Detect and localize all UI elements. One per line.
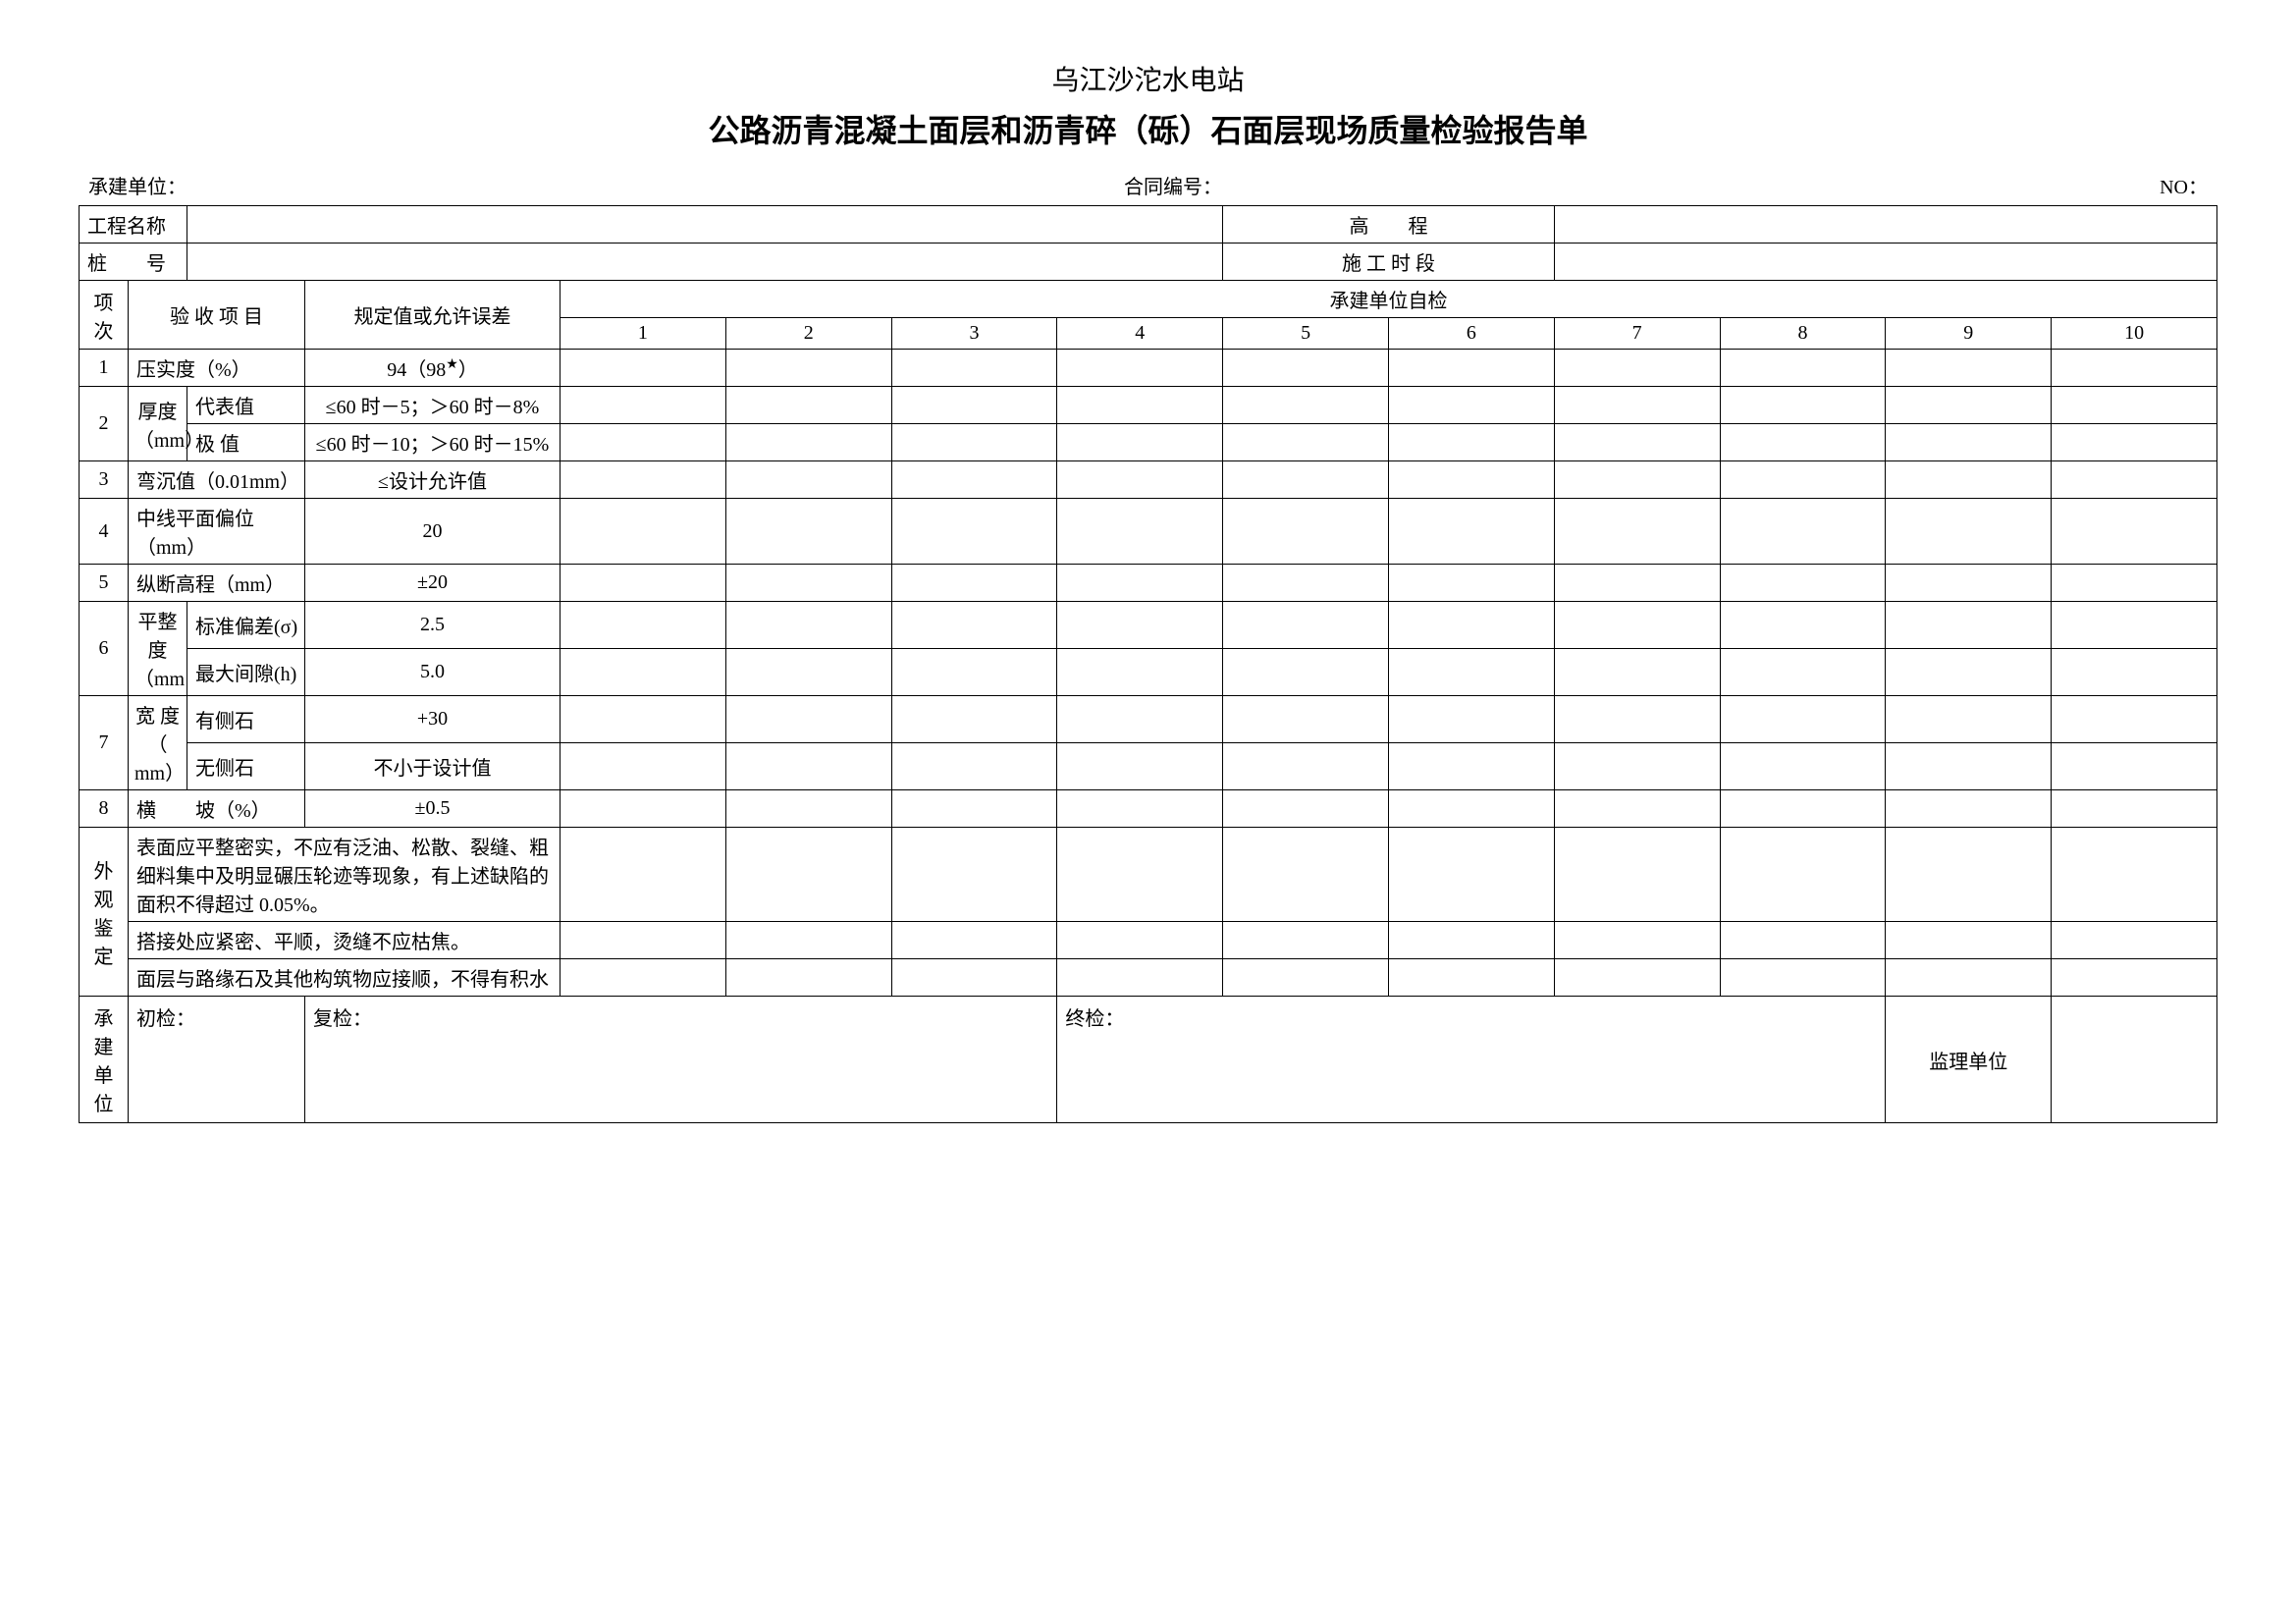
- th-col-10: 10: [2052, 318, 2217, 350]
- th-col-6: 6: [1388, 318, 1554, 350]
- header-row-1: 项次 验 收 项 目 规定值或允许误差 承建单位自检: [80, 281, 2217, 318]
- data-row-2a: 2 厚度（mm） 代表值 ≤60 时－5；＞60 时－8%: [80, 387, 2217, 424]
- info-row-2: 桩 号 施 工 时 段: [80, 244, 2217, 281]
- item-2-group: 厚度（mm）: [129, 387, 187, 461]
- item-2a-sub: 代表值: [187, 387, 305, 424]
- item-6-group: 平整度（mm: [129, 602, 187, 696]
- elevation-value: [1554, 206, 2216, 244]
- main-table: 工程名称 高 程 桩 号 施 工 时 段 项次 验 收 项 目 规定值或允许误差…: [79, 205, 2217, 1123]
- spec-7b: 不小于设计值: [305, 743, 561, 790]
- th-spec: 规定值或允许误差: [305, 281, 561, 350]
- spec-6b: 5.0: [305, 649, 561, 696]
- appearance-item-1: 表面应平整密实，不应有泛油、松散、裂缝、粗细料集中及明显碾压轮迹等现象，有上述缺…: [129, 828, 561, 922]
- item-4: 中线平面偏位（mm）: [129, 499, 305, 565]
- th-col-9: 9: [1886, 318, 2052, 350]
- item-6a-sub: 标准偏差(σ): [187, 602, 305, 649]
- header-line1: 乌江沙沱水电站: [79, 59, 2217, 98]
- spec-6a: 2.5: [305, 602, 561, 649]
- item-2b-sub: 极 值: [187, 424, 305, 461]
- appearance-item-3: 面层与路缘石及其他构筑物应接顺，不得有积水: [129, 959, 561, 997]
- item-7b-sub: 无侧石: [187, 743, 305, 790]
- item-6b-sub: 最大间隙(h): [187, 649, 305, 696]
- seq-7: 7: [80, 696, 129, 790]
- spec-4: 20: [305, 499, 561, 565]
- data-row-7a: 7 宽 度（ mm） 有侧石 +30: [80, 696, 2217, 743]
- appearance-row-1: 外观鉴定 表面应平整密实，不应有泛油、松散、裂缝、粗细料集中及明显碾压轮迹等现象…: [80, 828, 2217, 922]
- spec-2b: ≤60 时－10；＞60 时－15%: [305, 424, 561, 461]
- item-1: 压实度（%）: [129, 350, 305, 387]
- th-col-5: 5: [1223, 318, 1389, 350]
- appearance-item-2: 搭接处应紧密、平顺，烫缝不应枯焦。: [129, 922, 561, 959]
- seq-2: 2: [80, 387, 129, 461]
- th-col-1: 1: [561, 318, 726, 350]
- item-7-group: 宽 度（ mm）: [129, 696, 187, 790]
- spec-8: ±0.5: [305, 790, 561, 828]
- data-row-1: 1 压实度（%） 94（98）: [80, 350, 2217, 387]
- period-label: 施 工 时 段: [1223, 244, 1555, 281]
- elevation-label: 高 程: [1223, 206, 1555, 244]
- spec-1: 94（98）: [305, 350, 561, 387]
- footer-recheck: 复检：: [305, 997, 1057, 1123]
- meta-row: 承建单位： 合同编号： NO：: [79, 171, 2217, 199]
- appearance-row-2: 搭接处应紧密、平顺，烫缝不应枯焦。: [80, 922, 2217, 959]
- data-row-6a: 6 平整度（mm 标准偏差(σ) 2.5: [80, 602, 2217, 649]
- footer-row: 承建单位 初检： 复检： 终检： 监理单位: [80, 997, 2217, 1123]
- item-8: 横 坡（%）: [129, 790, 305, 828]
- appearance-row-3: 面层与路缘石及其他构筑物应接顺，不得有积水: [80, 959, 2217, 997]
- seq-1: 1: [80, 350, 129, 387]
- item-5: 纵断高程（mm）: [129, 565, 305, 602]
- th-item: 验 收 项 目: [129, 281, 305, 350]
- item-7a-sub: 有侧石: [187, 696, 305, 743]
- th-selfcheck: 承建单位自检: [561, 281, 2217, 318]
- seq-3: 3: [80, 461, 129, 499]
- data-row-4: 4 中线平面偏位（mm） 20: [80, 499, 2217, 565]
- footer-contractor-label: 承建单位: [80, 997, 129, 1123]
- th-col-8: 8: [1720, 318, 1886, 350]
- seq-6: 6: [80, 602, 129, 696]
- contractor-label: 承建单位：: [88, 171, 187, 199]
- footer-supervisor-label: 监理单位: [1886, 997, 2052, 1123]
- th-seq: 项次: [80, 281, 129, 350]
- data-row-2b: 极 值 ≤60 时－10；＞60 时－15%: [80, 424, 2217, 461]
- footer-initial: 初检：: [129, 997, 305, 1123]
- seq-5: 5: [80, 565, 129, 602]
- th-col-7: 7: [1554, 318, 1720, 350]
- project-name-label: 工程名称: [80, 206, 187, 244]
- seq-8: 8: [80, 790, 129, 828]
- no-label: NO：: [2160, 171, 2208, 199]
- info-row-1: 工程名称 高 程: [80, 206, 2217, 244]
- data-row-3: 3 弯沉值（0.01mm） ≤设计允许值: [80, 461, 2217, 499]
- data-row-5: 5 纵断高程（mm） ±20: [80, 565, 2217, 602]
- pile-no-label: 桩 号: [80, 244, 187, 281]
- spec-2a: ≤60 时－5；＞60 时－8%: [305, 387, 561, 424]
- th-col-2: 2: [725, 318, 891, 350]
- period-value: [1554, 244, 2216, 281]
- footer-final: 终检：: [1057, 997, 1886, 1123]
- appearance-label: 外观鉴定: [80, 828, 129, 997]
- spec-3: ≤设计允许值: [305, 461, 561, 499]
- contract-no-label: 合同编号：: [1124, 171, 1222, 199]
- data-row-7b: 无侧石 不小于设计值: [80, 743, 2217, 790]
- project-name-value: [187, 206, 1223, 244]
- th-col-4: 4: [1057, 318, 1223, 350]
- pile-no-value: [187, 244, 1223, 281]
- th-col-3: 3: [891, 318, 1057, 350]
- item-3: 弯沉值（0.01mm）: [129, 461, 305, 499]
- spec-7a: +30: [305, 696, 561, 743]
- data-row-6b: 最大间隙(h) 5.0: [80, 649, 2217, 696]
- footer-supervisor-value: [2052, 997, 2217, 1123]
- seq-4: 4: [80, 499, 129, 565]
- data-row-8: 8 横 坡（%） ±0.5: [80, 790, 2217, 828]
- spec-5: ±20: [305, 565, 561, 602]
- header-line2: 公路沥青混凝土面层和沥青碎（砾）石面层现场质量检验报告单: [79, 106, 2217, 151]
